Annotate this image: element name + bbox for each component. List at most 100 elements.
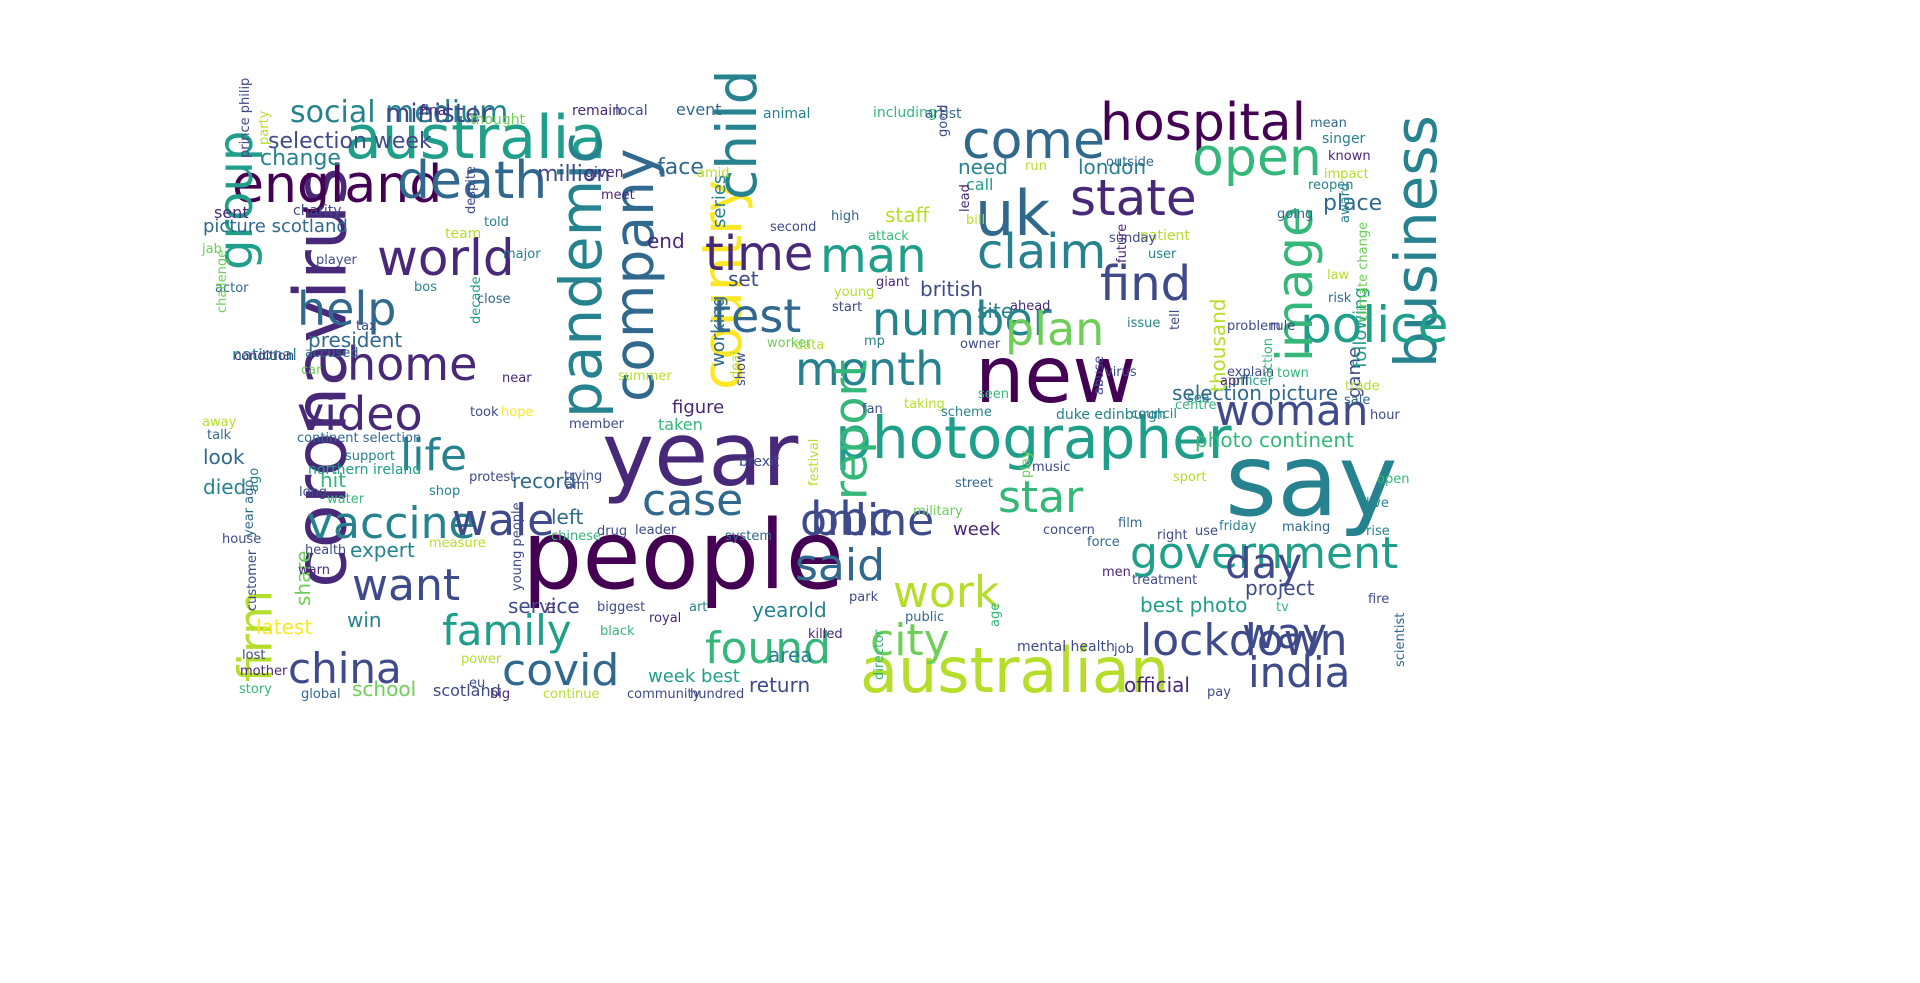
cloud-word: india — [1248, 648, 1350, 697]
cloud-word: power — [461, 652, 502, 667]
cloud-word: people — [522, 501, 844, 611]
cloud-word: public — [905, 610, 944, 625]
cloud-word: street — [955, 476, 993, 491]
cloud-word: artist — [925, 106, 962, 122]
cloud-word: rise — [1366, 524, 1390, 539]
cloud-word: week best — [648, 666, 740, 687]
cloud-word: month — [795, 342, 944, 396]
cloud-word: life — [400, 430, 467, 481]
cloud-word: ni — [544, 602, 559, 614]
cloud-word: world — [377, 229, 515, 287]
cloud-word: talk — [207, 428, 232, 443]
cloud-word: lost — [242, 648, 265, 663]
cloud-word: protest — [469, 470, 515, 485]
cloud-word: tv — [1276, 600, 1289, 615]
cloud-word: died — [203, 475, 246, 499]
cloud-word: member — [569, 417, 625, 432]
cloud-word: film — [1118, 516, 1142, 531]
cloud-word: close — [477, 292, 510, 307]
cloud-word: award — [1338, 183, 1353, 223]
cloud-word: known — [1328, 149, 1371, 164]
cloud-word: share — [291, 551, 315, 606]
cloud-word: health — [305, 543, 346, 558]
cloud-word: customer — [245, 549, 260, 611]
cloud-word: covid — [502, 645, 619, 696]
cloud-word: major — [503, 247, 541, 262]
cloud-word: latest — [256, 615, 312, 639]
cloud-word: year — [602, 403, 799, 506]
cloud-word: decade — [469, 276, 484, 324]
cloud-word: change — [260, 146, 341, 171]
cloud-word: british — [920, 277, 983, 301]
cloud-word: use — [1195, 524, 1218, 539]
cloud-word: president — [308, 328, 402, 352]
cloud-word: away — [202, 415, 237, 430]
cloud-word: call — [966, 175, 994, 194]
cloud-word: continue — [543, 687, 600, 702]
cloud-word: left — [551, 505, 584, 529]
cloud-word: making — [1282, 520, 1330, 535]
cloud-word: prince philip — [238, 78, 253, 158]
cloud-word: school — [352, 677, 416, 701]
cloud-word: giant — [876, 275, 909, 290]
cloud-word: director — [872, 629, 887, 680]
cloud-word: expert — [350, 538, 415, 562]
cloud-word: owner — [960, 337, 1001, 352]
cloud-word: national — [232, 345, 297, 364]
cloud-word: working — [708, 296, 729, 367]
cloud-word: hospital — [1100, 93, 1306, 153]
cloud-word: want — [352, 560, 460, 611]
cloud-word: explain — [1227, 365, 1274, 380]
cloud-word: child — [705, 69, 769, 200]
cloud-word: council — [1131, 407, 1177, 422]
cloud-word: told — [484, 215, 509, 230]
cloud-word: scheme — [941, 405, 992, 420]
cloud-word: said — [795, 540, 885, 591]
cloud-word: future — [1115, 224, 1130, 263]
cloud-word: look — [203, 445, 245, 469]
cloud-word: amid — [697, 166, 730, 181]
cloud-word: come — [962, 111, 1105, 171]
cloud-word: city — [870, 615, 950, 666]
cloud-word: april — [1220, 374, 1249, 389]
cloud-word: death — [397, 151, 547, 211]
cloud-word: home — [347, 337, 477, 391]
cloud-word: good — [936, 105, 951, 137]
cloud-word: case — [642, 475, 743, 526]
cloud-word: climate change — [1356, 222, 1371, 322]
cloud-word: found — [705, 623, 831, 674]
cloud-word: star — [998, 472, 1084, 523]
cloud-word: sunday — [1109, 231, 1156, 246]
cloud-word: england — [232, 155, 442, 215]
cloud-word: sale — [1344, 393, 1370, 408]
cloud-word: global — [301, 687, 341, 702]
cloud-word: took — [470, 405, 499, 420]
cloud-word: hit — [320, 468, 346, 492]
cloud-word: open — [1192, 128, 1322, 188]
cloud-word: fire — [1368, 592, 1389, 607]
cloud-word: summer — [618, 369, 672, 384]
cloud-word: service — [508, 594, 580, 618]
cloud-word: trying — [564, 469, 602, 484]
cloud-word: law — [1327, 268, 1350, 283]
cloud-word: bbc — [810, 492, 894, 546]
cloud-word: long — [299, 485, 327, 500]
cloud-word: london — [1078, 155, 1146, 179]
cloud-word: actor — [215, 281, 249, 296]
cloud-word: claim — [977, 224, 1106, 280]
cloud-word: selection week — [268, 129, 432, 154]
cloud-word: test — [713, 289, 801, 343]
cloud-word: face — [657, 155, 704, 180]
cloud-word: young — [834, 285, 874, 300]
cloud-word: lockdown — [1140, 615, 1348, 666]
cloud-word: meet — [601, 188, 635, 203]
cloud-word: music — [1032, 460, 1070, 475]
cloud-word: area — [768, 643, 813, 667]
cloud-word: abuse — [1092, 356, 1107, 395]
cloud-word: wale — [452, 495, 554, 546]
cloud-word: mp — [864, 334, 885, 349]
cloud-word: player — [316, 253, 358, 268]
cloud-word: thousand — [1206, 299, 1230, 392]
